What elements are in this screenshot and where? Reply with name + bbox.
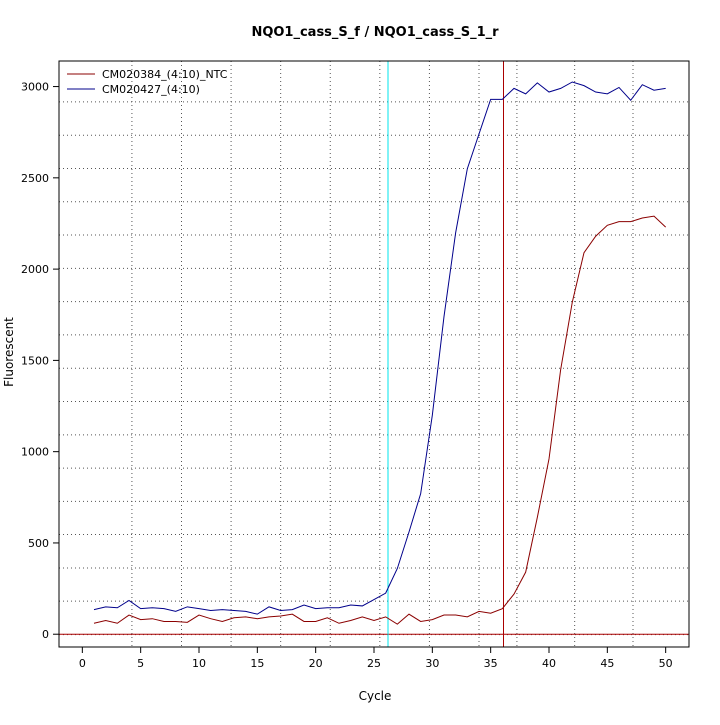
y-tick-label: 2500 bbox=[21, 172, 49, 185]
chart-title: NQO1_cass_S_f / NQO1_cass_S_1_r bbox=[251, 25, 499, 40]
x-tick-label: 5 bbox=[137, 657, 144, 670]
marker-layer bbox=[59, 61, 689, 647]
series-line-1 bbox=[93, 215, 667, 625]
x-tick-label: 40 bbox=[542, 657, 556, 670]
x-tick-label: 50 bbox=[659, 657, 673, 670]
axis-layer: 0 5 10 15 20 25 30 35 40 45 5005001000150020002500… bbox=[21, 81, 673, 670]
y-tick-label: 500 bbox=[28, 537, 49, 550]
y-tick-label: 3000 bbox=[21, 81, 49, 94]
x-tick-label: 25 bbox=[367, 657, 381, 670]
x-axis-label: Cycle bbox=[359, 689, 392, 703]
y-tick-label: 0 bbox=[42, 628, 49, 641]
x-tick-label: 15 bbox=[250, 657, 264, 670]
grid-layer bbox=[59, 61, 689, 647]
x-tick-label: 30 bbox=[425, 657, 439, 670]
series-layer bbox=[93, 81, 667, 625]
x-tick-label: 10 bbox=[192, 657, 206, 670]
y-tick-label: 1000 bbox=[21, 446, 49, 459]
y-tick-label: 1500 bbox=[21, 354, 49, 367]
x-tick-label: 35 bbox=[484, 657, 498, 670]
x-tick-label: 0 bbox=[79, 657, 86, 670]
plot-frame bbox=[58, 60, 690, 648]
x-tick-label: 20 bbox=[309, 657, 323, 670]
legend: CM020384_(4:10)_NTC CM020427_(4:10) bbox=[67, 68, 228, 96]
x-tick-label: 45 bbox=[600, 657, 614, 670]
series-line-2 bbox=[93, 81, 666, 615]
y-tick-label: 2000 bbox=[21, 263, 49, 276]
legend-label-2: CM020427_(4:10) bbox=[102, 83, 200, 96]
legend-label-1: CM020384_(4:10)_NTC bbox=[102, 68, 228, 81]
y-axis-label: Fluorescent bbox=[2, 317, 16, 387]
